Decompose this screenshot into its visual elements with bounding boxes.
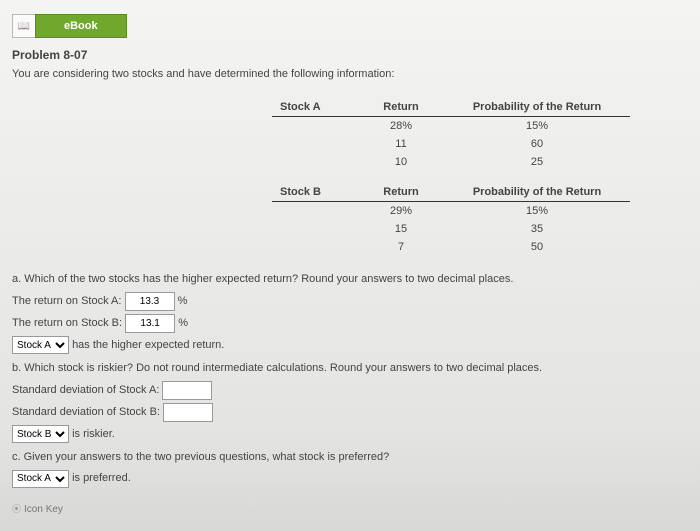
table-cell: 60 [444, 135, 630, 153]
table-cell: 7 [358, 238, 444, 256]
stock-a-table: Stock A Return Probability of the Return… [272, 98, 630, 171]
question-b: b. Which stock is riskier? Do not round … [12, 359, 688, 444]
stock-b-table: Stock B Return Probability of the Return… [272, 183, 630, 256]
table-header: Return [358, 183, 444, 202]
return-b-input[interactable] [125, 314, 175, 333]
table-cell: 28% [358, 117, 444, 136]
question-a: a. Which of the two stocks has the highe… [12, 270, 688, 355]
table-header: Stock A [272, 98, 358, 117]
table-cell: 15% [444, 202, 630, 221]
higher-return-tail: has the higher expected return. [72, 336, 224, 355]
table-cell: 15% [444, 117, 630, 136]
table-cell: 50 [444, 238, 630, 256]
table-header: Stock B [272, 183, 358, 202]
ebook-row: 📖 eBook [12, 14, 688, 38]
page: 📖 eBook Problem 8-07 You are considering… [0, 0, 700, 531]
table-cell: 35 [444, 220, 630, 238]
question-b-prompt: b. Which stock is riskier? Do not round … [12, 359, 688, 378]
table-header: Return [358, 98, 444, 117]
table-cell: 25 [444, 153, 630, 171]
stddev-b-input[interactable] [163, 403, 213, 422]
table-header: Probability of the Return [444, 183, 630, 202]
higher-return-select[interactable]: Stock A Stock B [12, 336, 69, 354]
problem-title: Problem 8-07 [12, 48, 688, 62]
return-b-label: The return on Stock B: [12, 314, 122, 333]
preferred-select[interactable]: Stock A Stock B [12, 470, 69, 488]
percent-label: % [178, 314, 188, 333]
book-icon: 📖 [12, 14, 35, 38]
stddev-a-input[interactable] [162, 381, 212, 400]
table-cell: 11 [358, 135, 444, 153]
riskier-tail: is riskier. [72, 425, 115, 444]
stddev-a-label: Standard deviation of Stock A: [12, 381, 159, 400]
percent-label: % [178, 292, 188, 311]
question-c: c. Given your answers to the two previou… [12, 448, 688, 489]
table-cell: 29% [358, 202, 444, 221]
icon-key[interactable]: Icon Key [12, 502, 63, 515]
question-c-prompt: c. Given your answers to the two previou… [12, 448, 688, 467]
table-cell: 15 [358, 220, 444, 238]
table-cell: 10 [358, 153, 444, 171]
problem-intro: You are considering two stocks and have … [12, 68, 688, 80]
ebook-button[interactable]: eBook [35, 14, 127, 38]
riskier-select[interactable]: Stock A Stock B [12, 425, 69, 443]
return-a-input[interactable] [125, 292, 175, 311]
preferred-tail: is preferred. [72, 469, 131, 488]
stddev-b-label: Standard deviation of Stock B: [12, 403, 160, 422]
question-a-prompt: a. Which of the two stocks has the highe… [12, 270, 688, 289]
table-header: Probability of the Return [444, 98, 630, 117]
return-a-label: The return on Stock A: [12, 292, 121, 311]
